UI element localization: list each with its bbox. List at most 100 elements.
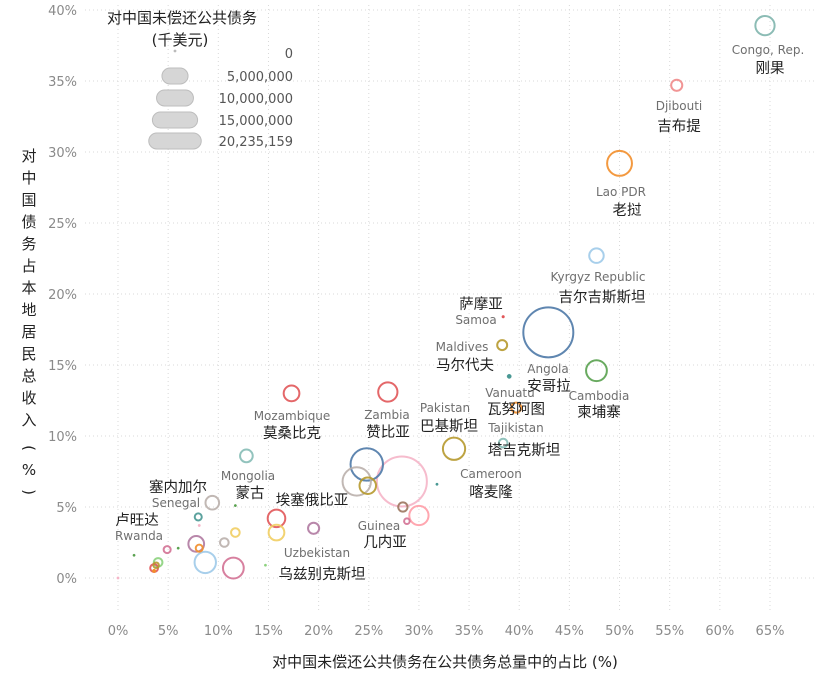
y-axis-title-char: 本 (21, 279, 36, 297)
point-label-zh: 埃塞俄比亚 (276, 491, 349, 509)
data-point[interactable] (501, 315, 505, 319)
data-point[interactable] (176, 546, 180, 550)
y-tick-label: 30% (48, 146, 77, 161)
point-label-zh: 赞比亚 (366, 424, 410, 441)
point-label-zh: 柬埔寨 (577, 403, 621, 421)
point-label-zh: 老挝 (613, 202, 642, 219)
x-tick-label: 55% (655, 624, 684, 639)
x-axis-ticks: 0% 5% 10% 15% 20% 25% 30% 35% 40% 45% 50% 55% 60% 65% (108, 624, 785, 639)
x-tick-label: 25% (354, 624, 383, 639)
point-label-zh: 瓦努阿图 (487, 401, 545, 418)
data-point[interactable] (221, 556, 245, 580)
data-point[interactable] (152, 568, 157, 573)
data-point[interactable] (341, 466, 372, 497)
data-point[interactable] (497, 437, 509, 449)
y-axis-title-char: % (22, 461, 36, 479)
data-point[interactable] (375, 455, 428, 508)
data-point[interactable] (510, 401, 523, 414)
data-point[interactable] (435, 482, 439, 486)
size-legend-value: 5,000,000 (227, 70, 293, 85)
x-axis-title: 对中国未偿还公共债务在公共债务总量中的占比 (%) (272, 653, 618, 671)
size-legend: 对中国未偿还公共债务 (千美元) 0 5,000,000 10,000,000 15,… (107, 9, 293, 150)
y-axis-title-char: 地 (21, 301, 36, 319)
y-axis-title-char: 总 (21, 367, 36, 385)
data-point[interactable] (754, 14, 776, 37)
point-label-en: Kyrgyz Republic (551, 270, 646, 284)
data-point[interactable] (585, 359, 608, 383)
point-label-en: Uzbekistan (284, 546, 350, 560)
y-axis-ticks: 0% 5% 10% 15% 20% 25% 30% 35% 40% (48, 4, 77, 587)
data-point[interactable] (403, 517, 411, 525)
data-point[interactable] (496, 339, 509, 352)
x-tick-label: 45% (555, 624, 584, 639)
point-label-zh: 卢旺达 (115, 512, 159, 529)
data-point[interactable] (606, 149, 633, 177)
data-point[interactable] (187, 535, 206, 553)
x-tick-label: 35% (455, 624, 484, 639)
x-tick-label: 0% (108, 624, 129, 639)
data-point[interactable] (204, 494, 221, 511)
data-points (116, 14, 776, 580)
data-point[interactable] (162, 545, 172, 555)
data-point[interactable] (408, 504, 430, 527)
point-labels: Congo, Rep. 刚果 Djibouti 吉布提 Lao PDR 老挝 Kyrgyz … (115, 43, 804, 583)
size-legend-mark (151, 111, 199, 129)
point-label-zh: 喀麦隆 (469, 484, 513, 501)
point-label-en: Maldives (436, 340, 489, 354)
data-point[interactable] (264, 563, 267, 567)
data-point[interactable] (670, 78, 684, 92)
point-label-en: Guinea (358, 519, 401, 533)
data-point[interactable] (197, 523, 201, 527)
data-point[interactable] (152, 561, 160, 569)
point-label-en: Vanuatu (485, 386, 535, 400)
data-point[interactable] (266, 508, 287, 529)
point-label-zh: 安哥拉 (527, 378, 571, 395)
point-label-en: Cameroon (460, 467, 522, 481)
data-point[interactable] (522, 306, 575, 359)
y-axis-title-char: 居 (21, 323, 36, 341)
data-point[interactable] (194, 543, 204, 553)
data-point[interactable] (132, 553, 136, 557)
point-label-zh: 塞内加尔 (149, 478, 207, 496)
y-axis-title-char: 收 (21, 389, 36, 407)
data-point[interactable] (193, 550, 217, 575)
data-point[interactable] (193, 512, 203, 522)
x-tick-label: 10% (204, 624, 233, 639)
data-point[interactable] (588, 247, 605, 264)
data-point[interactable] (230, 527, 241, 538)
data-point[interactable] (441, 436, 467, 461)
data-point[interactable] (239, 448, 254, 464)
y-tick-label: 25% (48, 217, 77, 232)
point-label-en: Pakistan (420, 401, 470, 415)
size-legend-value: 20,235,159 (219, 135, 293, 150)
data-point[interactable] (233, 504, 237, 508)
y-axis-title-char: 入 (21, 411, 36, 429)
y-tick-label: 40% (48, 4, 77, 19)
data-point[interactable] (349, 447, 384, 482)
point-label-zh: 吉布提 (657, 118, 701, 135)
data-point[interactable] (397, 501, 409, 513)
data-point[interactable] (282, 384, 301, 403)
point-label-zh: 乌兹别克斯坦 (279, 566, 366, 583)
data-point[interactable] (219, 537, 230, 548)
data-point[interactable] (377, 381, 399, 403)
y-tick-label: 0% (56, 572, 77, 587)
gridlines (85, 5, 815, 612)
point-label-zh: 蒙古 (236, 485, 265, 502)
size-legend-items: 0 5,000,000 10,000,000 15,000,000 20,235,159 (148, 47, 293, 150)
data-point[interactable] (267, 523, 286, 542)
data-point[interactable] (506, 373, 512, 379)
point-label-en: Tajikistan (487, 421, 544, 435)
data-point[interactable] (116, 576, 120, 580)
y-axis-title-char: 占 (21, 257, 36, 275)
y-axis-title-char: 对 (21, 147, 36, 165)
data-point[interactable] (358, 476, 378, 495)
point-label-zh: 吉尔吉斯斯坦 (559, 289, 646, 306)
point-label-en: Djibouti (656, 99, 703, 113)
point-label-zh: 几内亚 (363, 534, 407, 551)
data-point[interactable] (307, 521, 321, 535)
size-legend-mark (156, 89, 194, 107)
point-label-en: Mozambique (254, 409, 331, 423)
